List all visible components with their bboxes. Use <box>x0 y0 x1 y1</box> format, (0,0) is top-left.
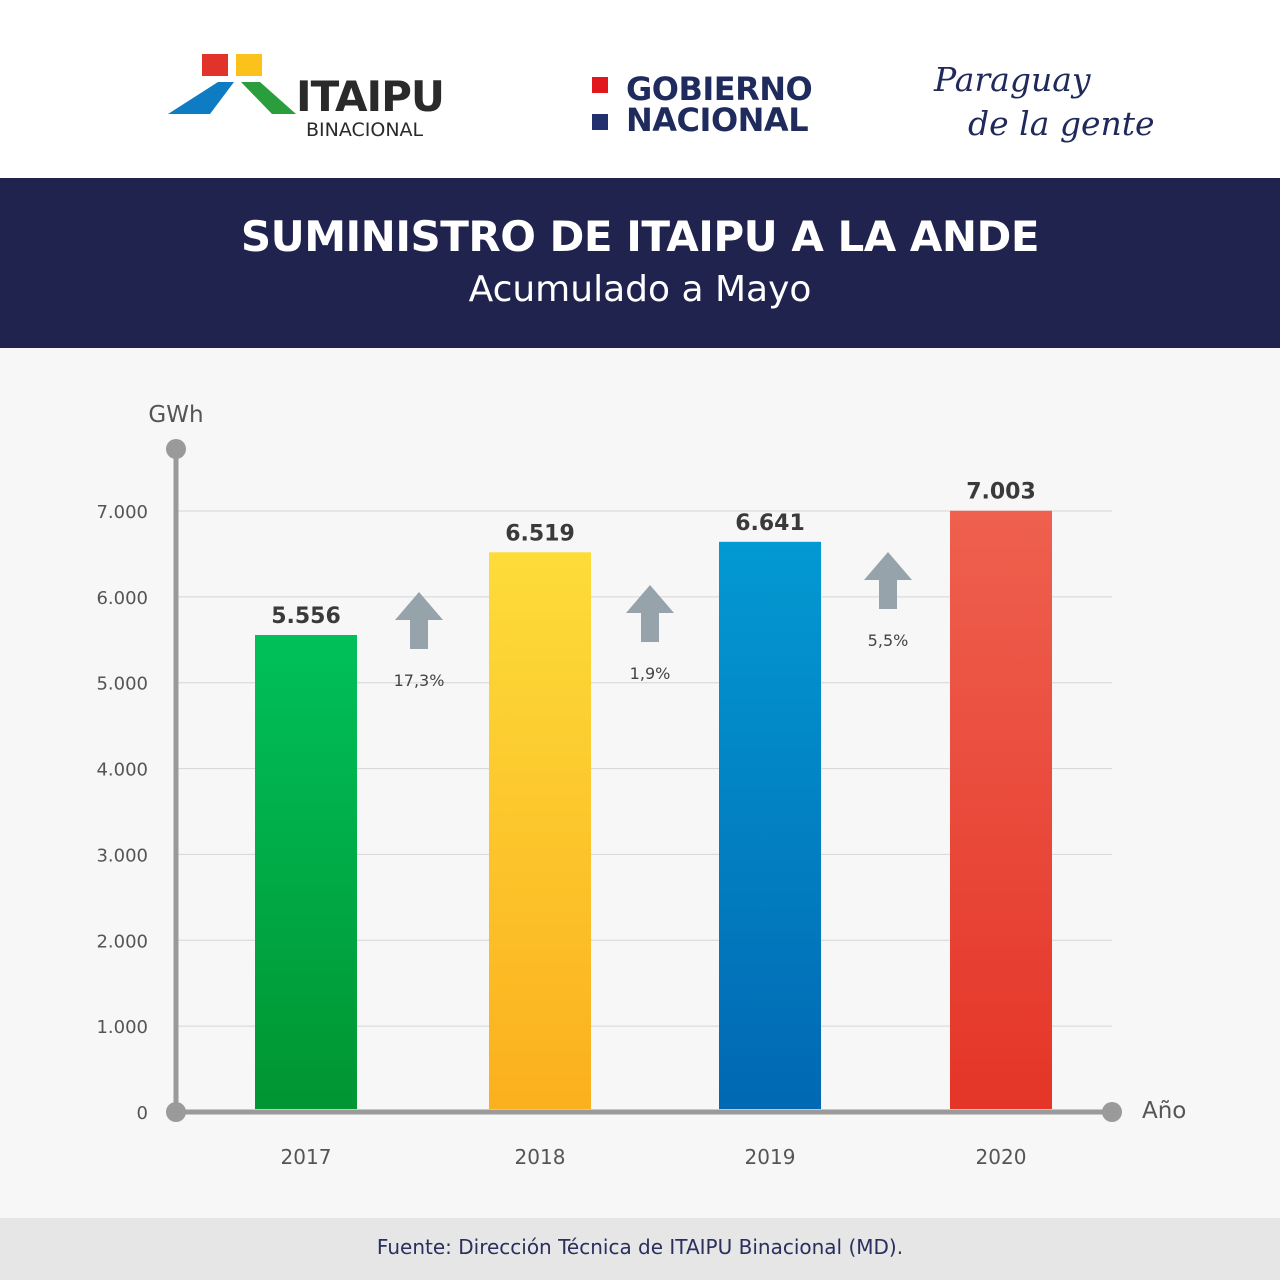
footer <box>0 1218 1280 1280</box>
gobierno-line-1: GOBIERNO <box>626 70 813 108</box>
chart-area: 0 1.000 2.000 3.000 4.000 5.000 6.000 7.000 GWh A… <box>0 348 1280 1218</box>
axis-origin-dot <box>166 1102 186 1122</box>
bar-value-label: 7.003 <box>966 480 1036 505</box>
growth-label: 5,5% <box>868 631 909 650</box>
up-arrow-icon <box>626 585 674 642</box>
y-tick-label: 6.000 <box>96 588 148 609</box>
axis-end-dot <box>166 439 186 459</box>
y-tick-label: 4.000 <box>96 760 148 781</box>
page-title: SUMINISTRO DE ITAIPU A LA ANDE <box>240 212 1040 261</box>
y-tick-label: 1.000 <box>96 1017 148 1038</box>
growth-label: 17,3% <box>394 671 445 690</box>
y-tick-label: 3.000 <box>96 845 148 866</box>
y-tick-label: 5.000 <box>96 674 148 695</box>
up-arrow-icon <box>864 552 912 609</box>
red-square-icon <box>592 77 608 93</box>
x-axis-label: Año <box>1142 1098 1186 1124</box>
bar <box>255 634 357 1109</box>
title-band <box>0 178 1280 348</box>
itaipu-subtitle: BINACIONAL <box>306 119 424 141</box>
bar-value-label: 6.641 <box>735 511 805 536</box>
gobierno-line-2: NACIONAL <box>626 101 809 139</box>
bar-value-label: 5.556 <box>271 604 341 629</box>
bar-value-label: 6.519 <box>505 521 575 546</box>
slogan-line-2: de la gente <box>968 104 1155 143</box>
x-tick-label: 2017 <box>281 1145 332 1169</box>
itaipu-logo-mark <box>168 54 296 114</box>
page-subtitle: Acumulado a Mayo <box>468 269 812 310</box>
y-tick-label: 2.000 <box>96 931 148 952</box>
y-axis-label: GWh <box>148 402 203 428</box>
bar-chart: 0 1.000 2.000 3.000 4.000 5.000 6.000 7.000 GWh A… <box>96 402 1186 1169</box>
slogan-line-1: Paraguay <box>934 60 1091 99</box>
bar <box>719 541 821 1109</box>
growth-label: 1,9% <box>630 664 671 683</box>
x-tick-label: 2019 <box>745 1145 796 1169</box>
source-note: Fuente: Dirección Técnica de ITAIPU Bina… <box>376 1235 904 1259</box>
itaipu-name: ITAIPU <box>296 72 445 121</box>
blue-square-icon <box>592 114 608 130</box>
x-tick-label: 2018 <box>515 1145 566 1169</box>
bar <box>950 510 1052 1109</box>
logo-header: ITAIPU BINACIONAL GOBIERNO NACIONAL Para… <box>0 0 1280 178</box>
y-tick-label: 0 <box>137 1103 148 1124</box>
bar <box>489 552 591 1109</box>
y-tick-label: 7.000 <box>96 502 148 523</box>
x-tick-label: 2020 <box>976 1145 1027 1169</box>
axis-end-dot <box>1102 1102 1122 1122</box>
up-arrow-icon <box>395 592 443 649</box>
